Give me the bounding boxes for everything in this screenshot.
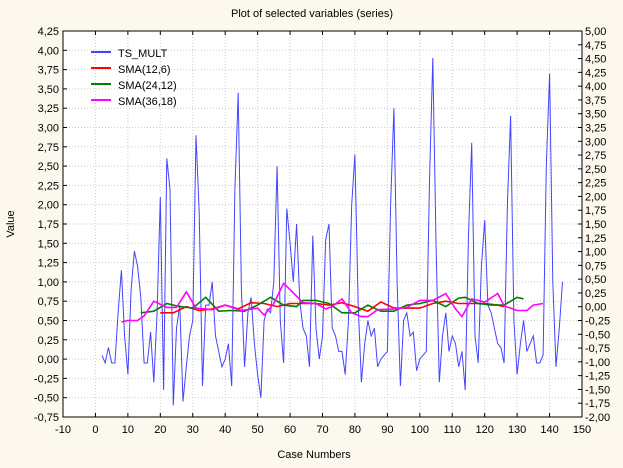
x-tick-label: 150 <box>573 424 591 436</box>
y2-tick-label: 1,50 <box>585 219 606 231</box>
y-tick-label: 4,25 <box>38 26 59 38</box>
y-tick-label: -0,50 <box>34 393 59 405</box>
y-tick-label: 3,75 <box>38 65 59 77</box>
chart-title: Plot of selected variables (series) <box>231 8 393 20</box>
y2-tick-label: -0,50 <box>585 329 610 341</box>
y2-tick-label: 1,25 <box>585 233 606 245</box>
y2-tick-label: -1,50 <box>585 384 610 396</box>
y2-tick-label: -1,00 <box>585 357 610 369</box>
y-tick-label: 1,25 <box>38 258 59 270</box>
x-tick-label: 80 <box>349 424 361 436</box>
y2-tick-label: 4,75 <box>585 40 606 52</box>
y-tick-label: 0,75 <box>38 296 59 308</box>
y-tick-label: 2,75 <box>38 142 59 154</box>
y-tick-label: 3,25 <box>38 103 59 115</box>
y2-tick-label: 4,25 <box>585 67 606 79</box>
y2-tick-label: 2,00 <box>585 191 606 203</box>
y2-tick-label: -0,25 <box>585 316 610 328</box>
x-tick-label: 0 <box>92 424 98 436</box>
y2-tick-label: 4,00 <box>585 81 606 93</box>
y2-tick-label: 4,50 <box>585 54 606 66</box>
y2-tick-label: 3,75 <box>585 95 606 107</box>
legend-label: SMA(12,6) <box>118 64 171 76</box>
x-tick-label: 10 <box>122 424 134 436</box>
y2-tick-label: -0,75 <box>585 343 610 355</box>
x-tick-label: 40 <box>219 424 231 436</box>
x-tick-label: 50 <box>252 424 264 436</box>
series-line-sma-36-18- <box>121 282 544 323</box>
y-axis-label: Value <box>5 210 17 237</box>
x-tick-label: 120 <box>476 424 494 436</box>
y2-tick-label: 1,00 <box>585 247 606 259</box>
series-line-sma-24-12- <box>140 296 524 314</box>
y-tick-label: -0,75 <box>34 412 59 424</box>
y-tick-label: 3,50 <box>38 84 59 96</box>
x-tick-label: 110 <box>443 424 461 436</box>
y-tick-label: 1,75 <box>38 219 59 231</box>
y2-tick-label: 1,75 <box>585 205 606 217</box>
x-tick-label: 130 <box>508 424 526 436</box>
x-tick-label: 90 <box>381 424 393 436</box>
y-tick-label: 0,00 <box>38 354 59 366</box>
x-axis-label: Case Numbers <box>277 449 351 461</box>
y2-tick-label: 0,00 <box>585 302 606 314</box>
x-tick-label: 30 <box>187 424 199 436</box>
y2-tick-label: 2,50 <box>585 164 606 176</box>
y2-tick-label: 3,00 <box>585 136 606 148</box>
y-tick-label: 2,00 <box>38 200 59 212</box>
y-tick-label: 2,50 <box>38 161 59 173</box>
x-tick-label: -10 <box>55 424 71 436</box>
y-tick-label: 0,50 <box>38 316 59 328</box>
y2-tick-label: 0,50 <box>585 274 606 286</box>
x-tick-label: 100 <box>411 424 429 436</box>
x-tick-label: 70 <box>316 424 328 436</box>
y2-tick-label: 0,25 <box>585 288 606 300</box>
y2-tick-label: 5,00 <box>585 26 606 38</box>
y2-tick-label: 0,75 <box>585 260 606 272</box>
x-tick-label: 140 <box>540 424 558 436</box>
x-tick-label: 60 <box>284 424 296 436</box>
y-tick-label: 4,00 <box>38 45 59 57</box>
y-tick-label: 0,25 <box>38 335 59 347</box>
x-tick-label: 20 <box>154 424 166 436</box>
legend-label: SMA(24,12) <box>118 80 177 92</box>
y-tick-label: 1,50 <box>38 238 59 250</box>
y-tick-label: -0,25 <box>34 373 59 385</box>
y2-tick-label: 2,75 <box>585 150 606 162</box>
legend-label: TS_MULT <box>118 48 168 60</box>
y-tick-label: 3,00 <box>38 123 59 135</box>
legend-label: SMA(36,18) <box>118 96 177 108</box>
y2-tick-label: 3,50 <box>585 109 606 121</box>
y-tick-label: 1,00 <box>38 277 59 289</box>
y2-tick-label: 2,25 <box>585 178 606 190</box>
y-tick-label: 2,25 <box>38 180 59 192</box>
series-line-ts-mult <box>101 57 563 406</box>
y2-tick-label: -1,25 <box>585 371 610 383</box>
y2-tick-label: -1,75 <box>585 398 610 410</box>
y2-tick-label: 3,25 <box>585 123 606 135</box>
y2-tick-label: -2,00 <box>585 412 610 424</box>
